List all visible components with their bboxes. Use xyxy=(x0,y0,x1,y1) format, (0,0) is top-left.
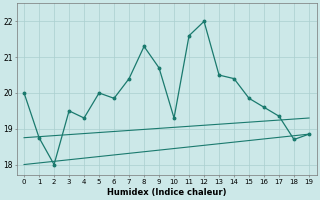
X-axis label: Humidex (Indice chaleur): Humidex (Indice chaleur) xyxy=(107,188,226,197)
